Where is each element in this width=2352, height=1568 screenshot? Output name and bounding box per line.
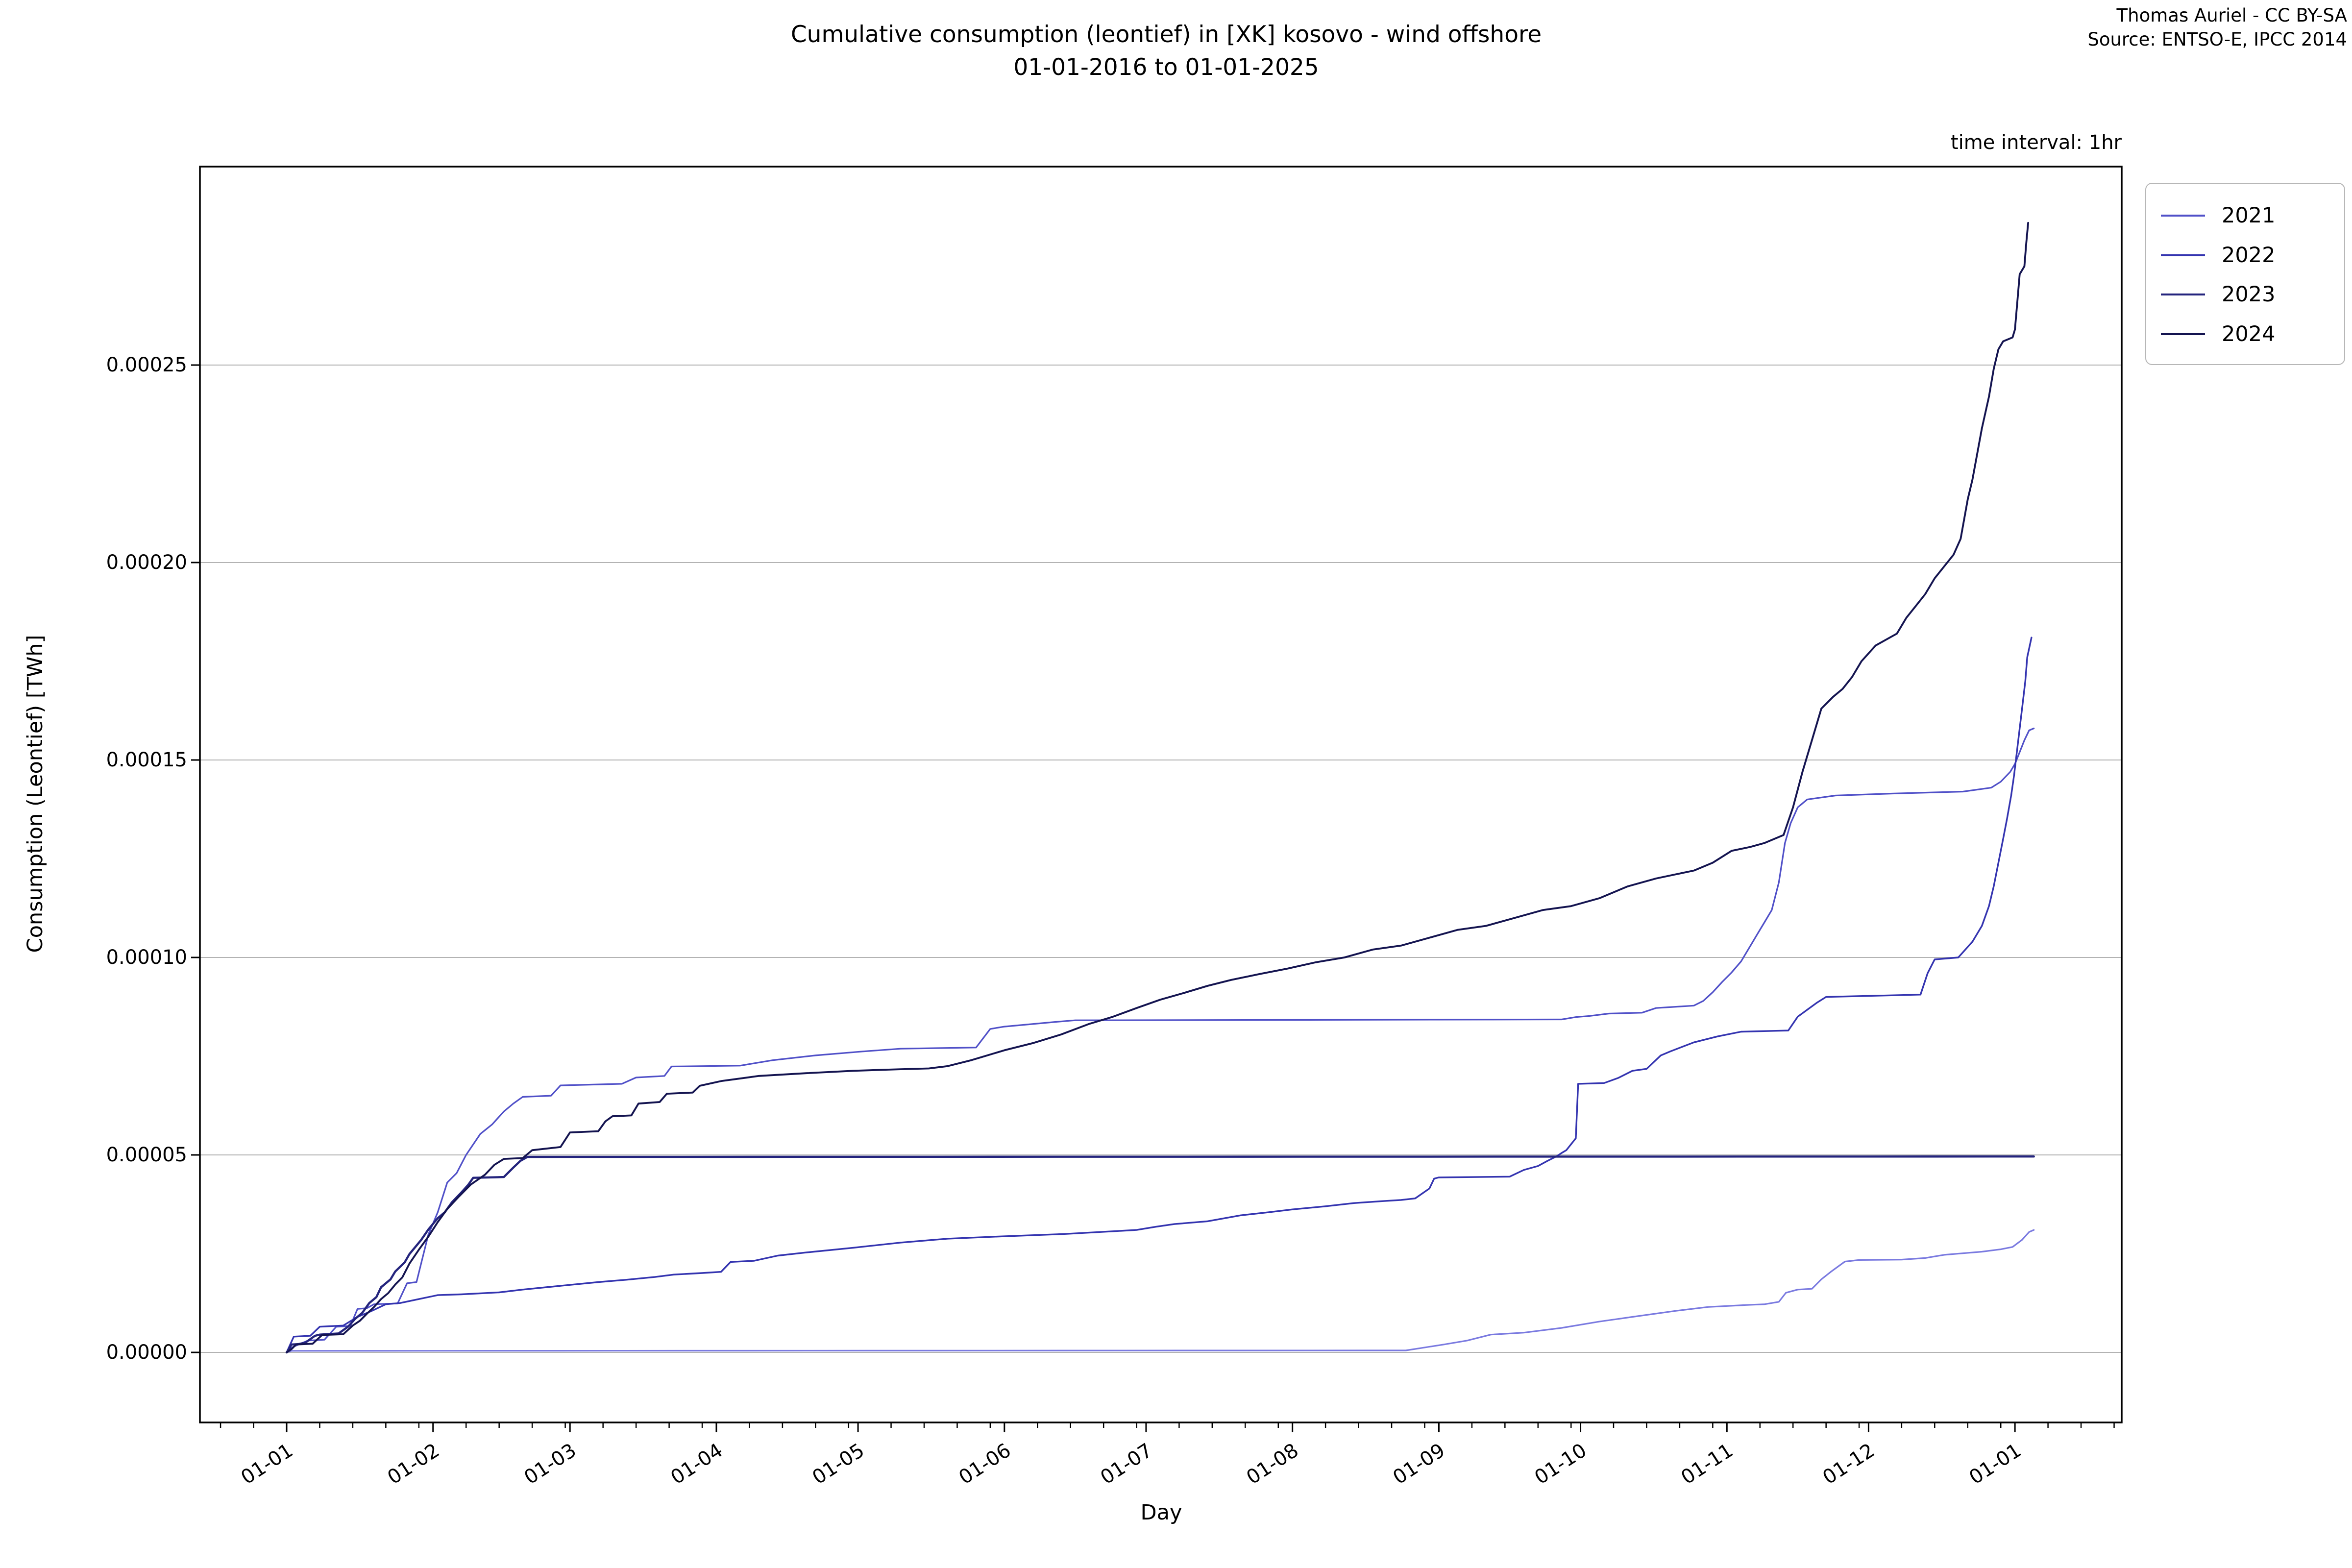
legend-label: 2023 xyxy=(2222,282,2276,307)
y-tick-label: 0.00000 xyxy=(106,1341,187,1364)
gridlines xyxy=(200,365,2122,1353)
chart-title-line-1: Cumulative consumption (leontief) in [XK… xyxy=(790,21,1542,48)
legend-item-2022: 2022 xyxy=(2161,236,2329,274)
attribution-source: Source: ENTSO-E, IPCC 2014 xyxy=(2087,28,2347,50)
legend-line-swatch xyxy=(2161,333,2205,335)
legend-item-2024: 2024 xyxy=(2161,315,2329,353)
series-line-unlabeled xyxy=(286,1229,2035,1353)
series-line-2023 xyxy=(285,1155,2035,1354)
legend-line-swatch xyxy=(2161,215,2205,217)
y-tick-label: 0.00015 xyxy=(106,749,187,771)
series-lines xyxy=(285,221,2035,1354)
attribution-author: Thomas Auriel - CC BY-SA xyxy=(2116,5,2347,26)
legend: 2021 2022 2023 2024 xyxy=(2145,183,2345,365)
plot-border xyxy=(199,166,2123,1423)
time-interval-note: time interval: 1hr xyxy=(1950,131,2122,154)
y-tick-label: 0.00020 xyxy=(106,551,187,574)
legend-item-2021: 2021 xyxy=(2161,196,2329,235)
attribution: Thomas Auriel - CC BY-SA Source: ENTSO-E… xyxy=(2087,4,2347,52)
legend-label: 2024 xyxy=(2222,321,2276,346)
y-axis-title: Consumption (Leontief) [TWh] xyxy=(23,635,48,953)
chart-title: Cumulative consumption (leontief) in [XK… xyxy=(791,19,1542,84)
legend-line-swatch xyxy=(2161,294,2205,296)
legend-label: 2022 xyxy=(2222,243,2276,268)
series-line-2022 xyxy=(286,637,2033,1353)
axis-ticks xyxy=(191,364,2115,1432)
series-line-2021 xyxy=(286,727,2035,1353)
x-axis-title: Day xyxy=(1140,1500,1182,1525)
y-tick-label: 0.00010 xyxy=(106,946,187,969)
y-tick-label: 0.00025 xyxy=(106,354,187,376)
y-tick-label: 0.00005 xyxy=(106,1144,187,1166)
legend-item-2023: 2023 xyxy=(2161,275,2329,314)
axes-spines xyxy=(199,166,2123,1423)
legend-label: 2021 xyxy=(2222,203,2276,228)
chart-title-line-2: 01-01-2016 to 01-01-2025 xyxy=(1013,53,1319,81)
legend-line-swatch xyxy=(2161,254,2205,256)
series-line-2024 xyxy=(286,221,2030,1353)
